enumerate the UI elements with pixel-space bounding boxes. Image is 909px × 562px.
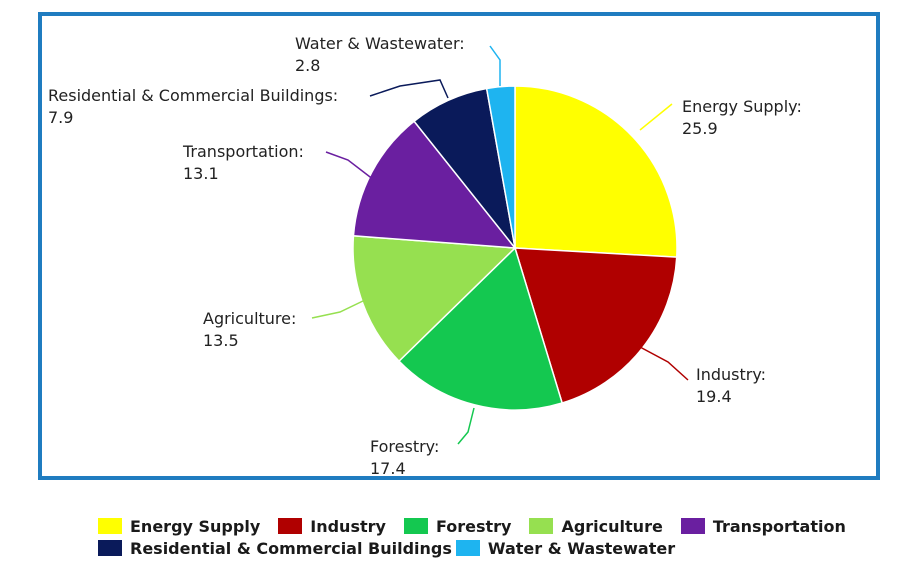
leader-line: [489, 45, 501, 86]
slice-label-name: Residential & Commercial Buildings:: [48, 86, 338, 105]
pie-slice-transportation: [352, 120, 517, 249]
leader-line: [457, 407, 475, 445]
legend-item-transportation: Transportation: [680, 516, 846, 536]
legend-label: Transportation: [712, 516, 846, 536]
legend-item-industry: Industry: [278, 517, 386, 536]
slice-label-value: 2.8: [295, 56, 320, 75]
slice-label-name: Agriculture:: [203, 309, 296, 328]
legend-item-agriculture: Agriculture: [529, 516, 663, 536]
legend-label: Industry: [310, 516, 386, 536]
legend-item-residential-commercial: Residential & Commercial Buildings: [98, 539, 452, 558]
slice-label-value: 19.4: [696, 387, 732, 406]
legend-row-1: Energy Supply Industry Forestry Agricult…: [98, 515, 878, 537]
legend-swatch: [529, 518, 554, 534]
legend-label: Residential & Commercial Buildings: [130, 538, 452, 558]
slice-label-name: Water & Wastewater:: [295, 34, 465, 53]
leader-line: [369, 79, 449, 99]
pie-slice-water-wastewater: [485, 85, 516, 249]
slice-label-name: Transportation:: [182, 142, 304, 161]
slice-label-value: 7.9: [48, 108, 73, 127]
legend-row-2: Residential & Commercial Buildings Water…: [98, 537, 878, 559]
slice-label-value: 25.9: [682, 119, 718, 138]
legend-swatch: [455, 540, 480, 556]
leader-line: [639, 103, 673, 131]
legend-item-energy-supply: Energy Supply: [98, 517, 260, 536]
legend-label: Water & Wastewater: [487, 538, 676, 558]
legend-swatch: [278, 518, 303, 534]
legend-item-water-wastewater: Water & Wastewater: [455, 538, 676, 558]
pie-slice-agriculture: [352, 234, 517, 363]
slice-label-name: Energy Supply:: [682, 97, 802, 116]
pie-slice-forestry: [397, 246, 564, 411]
legend-swatch: [680, 518, 705, 534]
legend-label: Energy Supply: [130, 516, 261, 536]
slice-label-name: Forestry:: [370, 437, 439, 456]
leader-line: [311, 299, 366, 319]
slice-label-value: 13.5: [203, 331, 239, 350]
leader-line: [639, 346, 689, 381]
slice-label-value: 13.1: [183, 164, 219, 183]
legend-label: Forestry: [435, 516, 512, 536]
legend-swatch: [403, 518, 428, 534]
pie-slice-energy-supply: [514, 85, 678, 258]
slice-label-name: Industry:: [696, 365, 766, 384]
legend-swatch: [98, 540, 122, 556]
legend: Energy Supply Industry Forestry Agricult…: [98, 515, 878, 559]
slice-label-value: 17.4: [370, 459, 406, 478]
legend-label: Agriculture: [561, 516, 663, 536]
legend-item-forestry: Forestry: [403, 516, 512, 536]
legend-swatch: [98, 518, 122, 534]
leader-line: [325, 151, 375, 181]
